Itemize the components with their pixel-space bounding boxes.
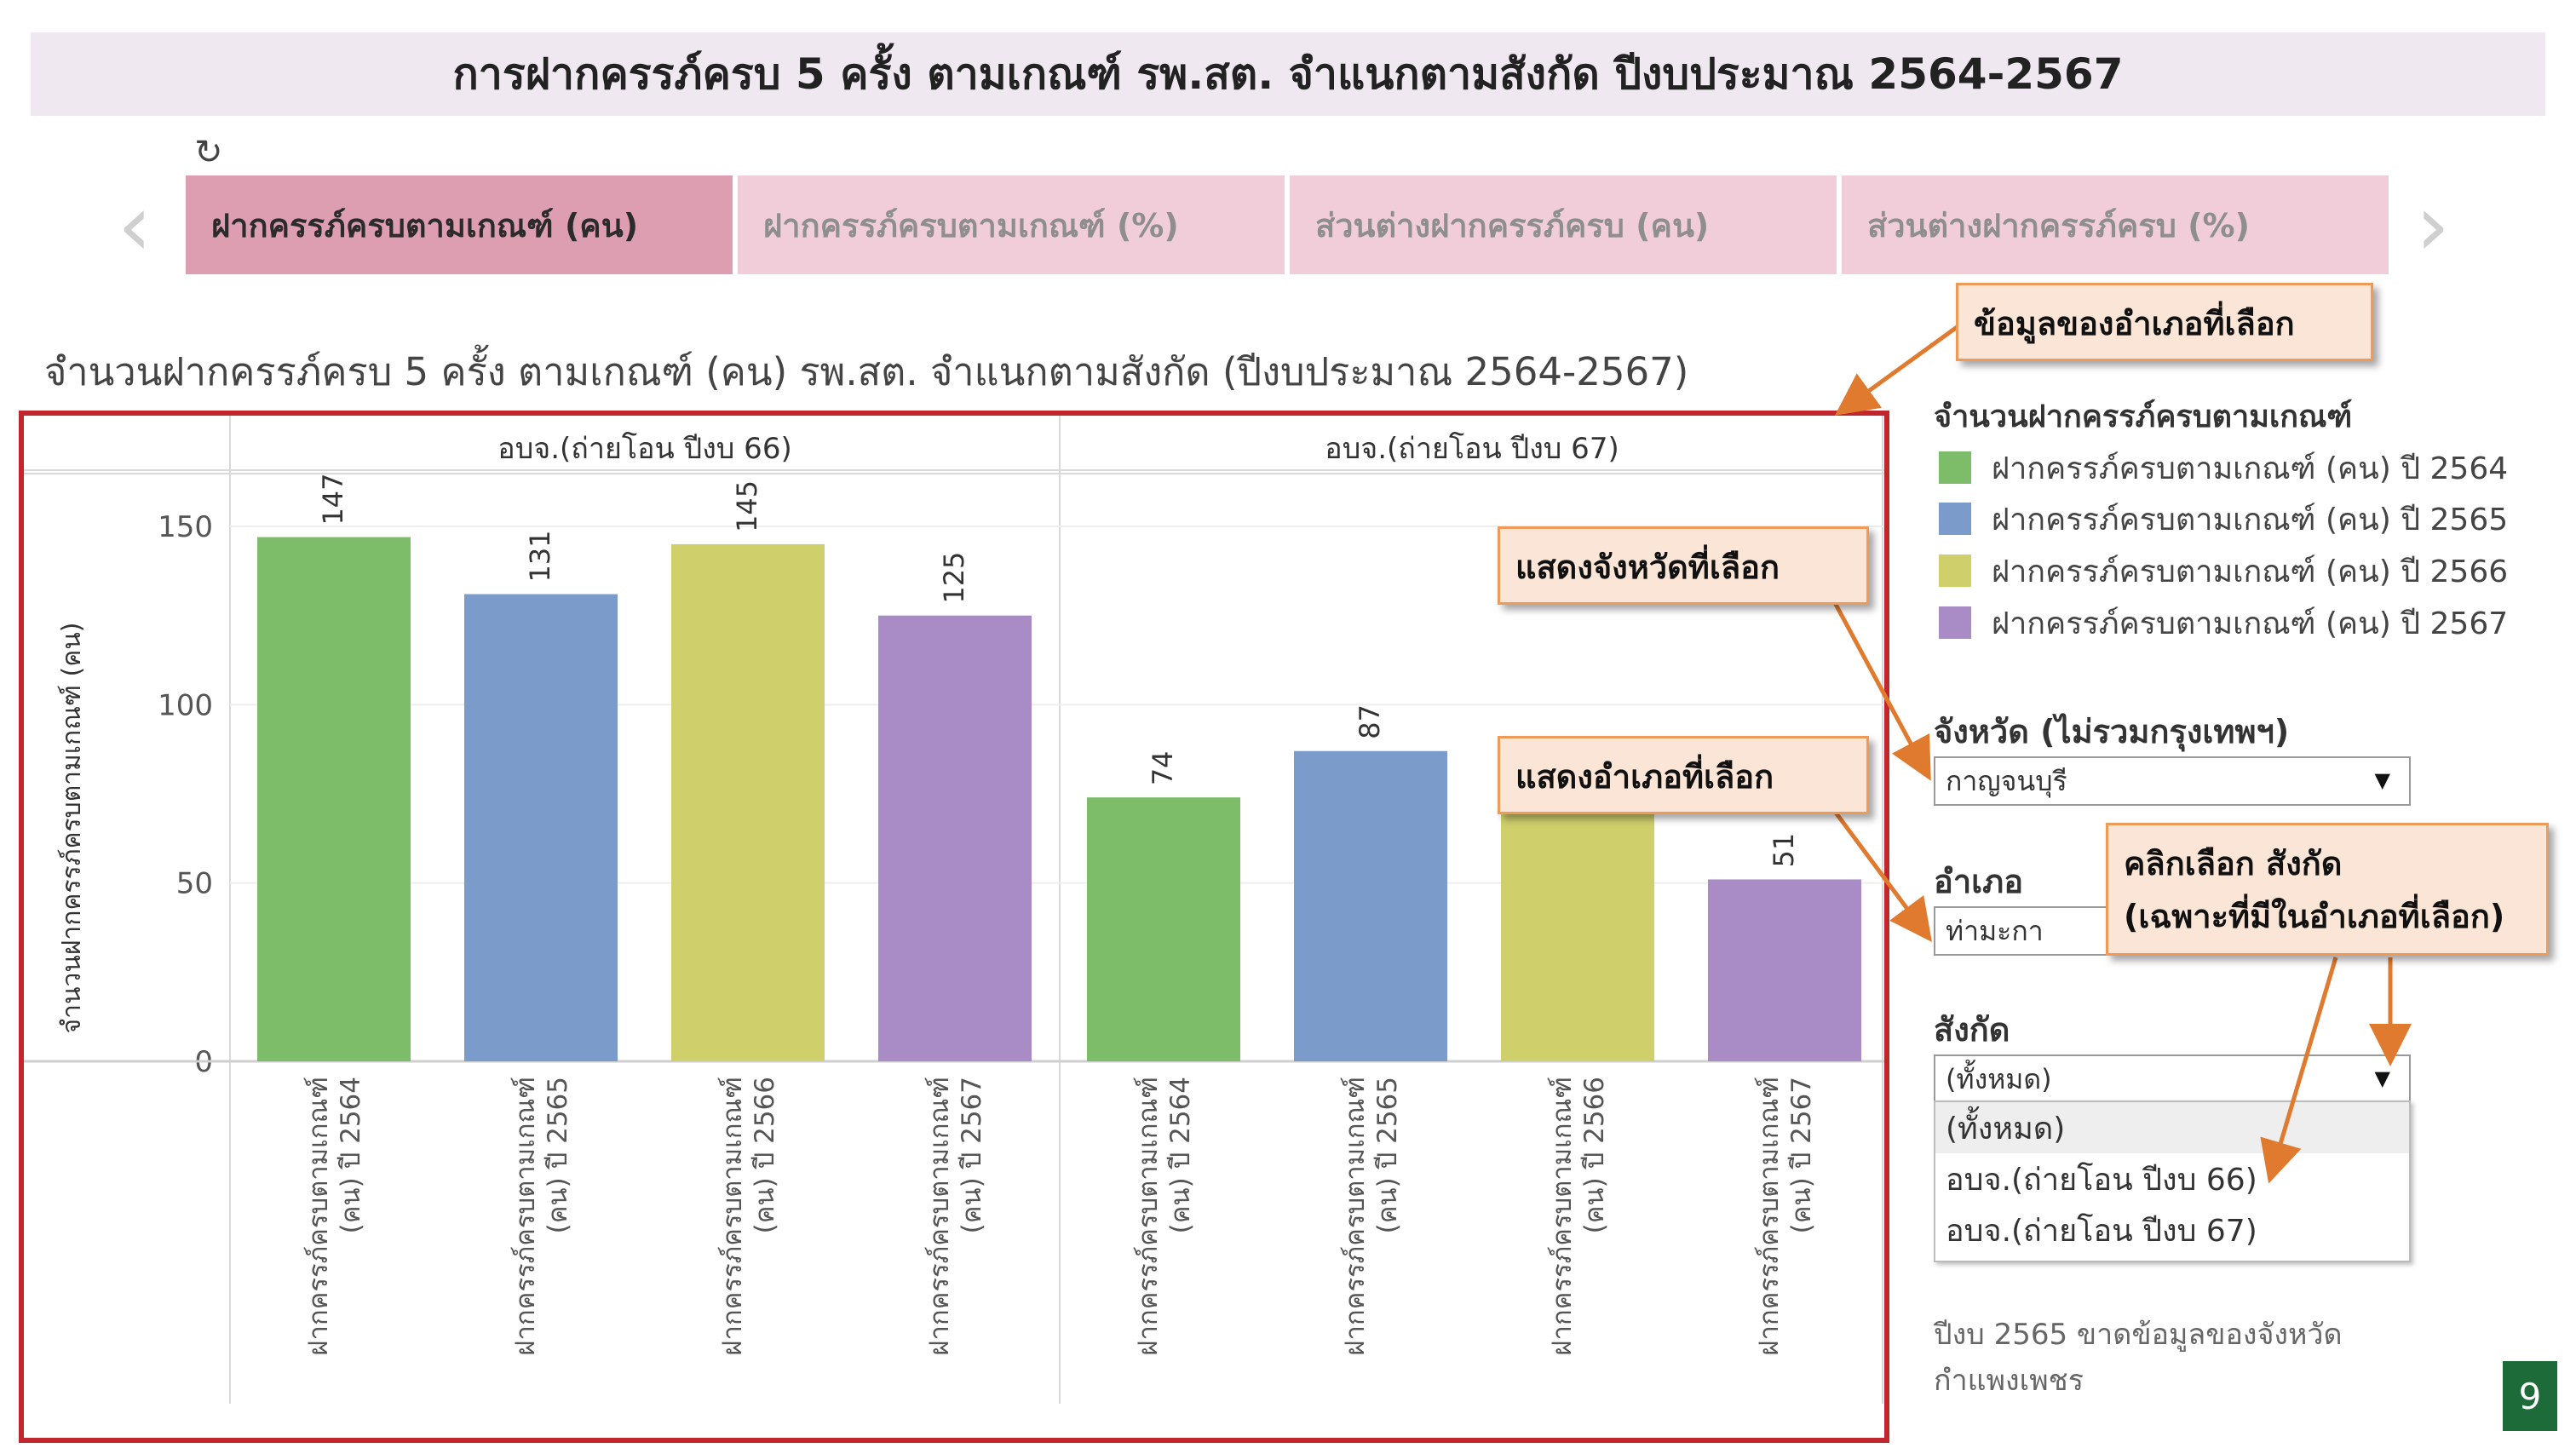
data-label: 147 [317, 473, 349, 525]
bar-67-2564 [1087, 797, 1240, 1061]
x-tick-label: (คน) ปี 2565 [1372, 1077, 1403, 1233]
triangle-down-icon[interactable]: ▼ [2374, 768, 2390, 792]
dropdown-option-all[interactable]: (ทั้งหมด) [1935, 1102, 2409, 1153]
footnote-line: ปีงบ 2565 ขาดข้อมูลของจังหวัด [1934, 1318, 2343, 1352]
bar-66-2564 [257, 537, 411, 1061]
affiliation-dropdown[interactable]: (ทั้งหมด) ▼ [1934, 1054, 2411, 1104]
panel-header: อบจ.(ถ่ายโอน ปีงบ 66) [497, 432, 791, 466]
bar-66-2567 [878, 615, 1032, 1061]
callout-district-info: ข้อมูลของอำเภอที่เลือก [1956, 283, 2373, 361]
x-tick-label: (คน) ปี 2566 [750, 1077, 780, 1233]
bar-66-2566 [671, 543, 825, 1061]
x-tick-label: ฝากครรภ์ครบตามเกณฑ์ [510, 1077, 541, 1356]
x-tick-label: ฝากครรภ์ครบตามเกณฑ์ [924, 1077, 955, 1356]
legend-item-2564: ฝากครรภ์ครบตามเกณฑ์ (คน) ปี 2564 [1939, 446, 2508, 489]
x-tick-label: ฝากครรภ์ครบตามเกณฑ์ [717, 1077, 748, 1356]
callout-line: คลิกเลือก สังกัด [2124, 845, 2343, 882]
district-dropdown-value: ท่ามะกา [1946, 914, 2044, 947]
data-label: 131 [524, 530, 556, 582]
dropdown-option-67[interactable]: อบจ.(ถ่ายโอน ปีงบ 67) [1946, 1213, 2257, 1249]
bar-66-2565 [464, 594, 618, 1061]
district-filter-label: อำเภอ [1934, 863, 2024, 900]
callout-click-affiliation: คลิกเลือก สังกัด (เฉพาะที่มีในอำเภอที่เล… [2106, 823, 2549, 956]
tab-diff-count[interactable]: ส่วนต่างฝากครรภ์ครบ (คน) [1290, 175, 1837, 274]
bar-67-2566 [1501, 790, 1654, 1061]
legend-swatch [1939, 606, 1971, 639]
legend-swatch [1939, 503, 1971, 535]
callout-show-district: แสดงอำเภอที่เลือก [1498, 736, 1869, 814]
x-tick-label: (คน) ปี 2565 [543, 1077, 573, 1233]
page-title: การฝากครรภ์ครบ 5 ครั้ง ตามเกณฑ์ รพ.สต. จ… [31, 32, 2545, 116]
y-tick-label: 50 [176, 867, 213, 901]
legend-swatch [1939, 451, 1971, 484]
legend-label: ฝากครรภ์ครบตามเกณฑ์ (คน) ปี 2566 [1992, 554, 2509, 589]
affiliation-filter-label: สังกัด [1934, 1011, 2010, 1049]
reset-icon[interactable]: ↻ [194, 133, 223, 172]
affiliation-dropdown-value: (ทั้งหมด) [1946, 1062, 2052, 1095]
data-label: 145 [731, 480, 763, 532]
bar-67-2567 [1708, 879, 1861, 1061]
x-tick-label: (คน) ปี 2567 [1786, 1077, 1817, 1233]
y-tick-label: 150 [158, 510, 213, 544]
x-tick-label: ฝากครรภ์ครบตามเกณฑ์ [303, 1077, 334, 1356]
legend-item-2566: ฝากครรภ์ครบตามเกณฑ์ (คน) ปี 2566 [1939, 549, 2508, 592]
x-tick-label: ฝากครรภ์ครบตามเกณฑ์ [1340, 1077, 1371, 1356]
footnote-line: กำแพงเพชร [1934, 1364, 2084, 1398]
x-tick-label: (คน) ปี 2567 [957, 1077, 987, 1233]
legend-item-2567: ฝากครรภ์ครบตามเกณฑ์ (คน) ปี 2567 [1939, 601, 2508, 644]
y-axis-title: จำนวนฝากครรภ์ครบตามเกณฑ์ (คน) [57, 623, 87, 1034]
footnote: ปีงบ 2565 ขาดข้อมูลของจังหวัด กำแพงเพชร [1934, 1312, 2411, 1404]
affiliation-dropdown-list: (ทั้งหมด) อบจ.(ถ่ายโอน ปีงบ 66) อบจ.(ถ่า… [1934, 1100, 2411, 1262]
tab-count[interactable]: ฝากครรภ์ครบตามเกณฑ์ (คน) [186, 175, 733, 274]
triangle-down-icon[interactable]: ▼ [2374, 1066, 2390, 1090]
data-label: 51 [1768, 833, 1800, 868]
chart-title: จำนวนฝากครรภ์ครบ 5 ครั้ง ตามเกณฑ์ (คน) ร… [44, 349, 1689, 394]
x-tick-label: (คน) ปี 2566 [1579, 1077, 1610, 1233]
province-dropdown[interactable]: กาญจนบุรี ▼ [1934, 756, 2411, 806]
bar-67-2565 [1294, 750, 1447, 1061]
x-tick-label: ฝากครรภ์ครบตามเกณฑ์ [1133, 1077, 1164, 1356]
province-filter-label: จังหวัด (ไม่รวมกรุงเทพฯ) [1934, 713, 2290, 750]
legend-item-2565: ฝากครรภ์ครบตามเกณฑ์ (คน) ปี 2565 [1939, 497, 2508, 540]
legend-title: จำนวนฝากครรภ์ครบตามเกณฑ์ [1934, 399, 2353, 434]
tab-percent[interactable]: ฝากครรภ์ครบตามเกณฑ์ (%) [738, 175, 1285, 274]
x-tick-label: (คน) ปี 2564 [1165, 1077, 1196, 1233]
legend-label: ฝากครรภ์ครบตามเกณฑ์ (คน) ปี 2567 [1992, 606, 2509, 641]
data-label: 125 [938, 552, 970, 604]
chevron-right-icon[interactable]: › [2416, 175, 2450, 275]
page-number: 9 [2503, 1361, 2557, 1431]
y-tick-label: 100 [158, 688, 213, 722]
callout-line: (เฉพาะที่มีในอำเภอที่เลือก) [2124, 898, 2505, 935]
tab-diff-percent[interactable]: ส่วนต่างฝากครรภ์ครบ (%) [1842, 175, 2389, 274]
x-tick-label: ฝากครรภ์ครบตามเกณฑ์ [1547, 1077, 1578, 1356]
callout-show-province: แสดงจังหวัดที่เลือก [1498, 526, 1869, 605]
chevron-left-icon[interactable]: ‹ [118, 175, 152, 275]
legend-label: ฝากครรภ์ครบตามเกณฑ์ (คน) ปี 2564 [1992, 451, 2509, 486]
legend-label: ฝากครรภ์ครบตามเกณฑ์ (คน) ปี 2565 [1992, 502, 2509, 537]
x-tick-label: (คน) ปี 2564 [336, 1077, 366, 1233]
panel-header: อบจ.(ถ่ายโอน ปีงบ 67) [1325, 432, 1619, 466]
data-label: 87 [1354, 704, 1386, 739]
x-tick-label: ฝากครรภ์ครบตามเกณฑ์ [1754, 1077, 1785, 1356]
dropdown-option-66[interactable]: อบจ.(ถ่ายโอน ปีงบ 66) [1946, 1162, 2257, 1198]
legend-swatch [1939, 554, 1971, 587]
data-label: 74 [1147, 750, 1179, 785]
province-dropdown-value: กาญจนบุรี [1946, 764, 2067, 797]
